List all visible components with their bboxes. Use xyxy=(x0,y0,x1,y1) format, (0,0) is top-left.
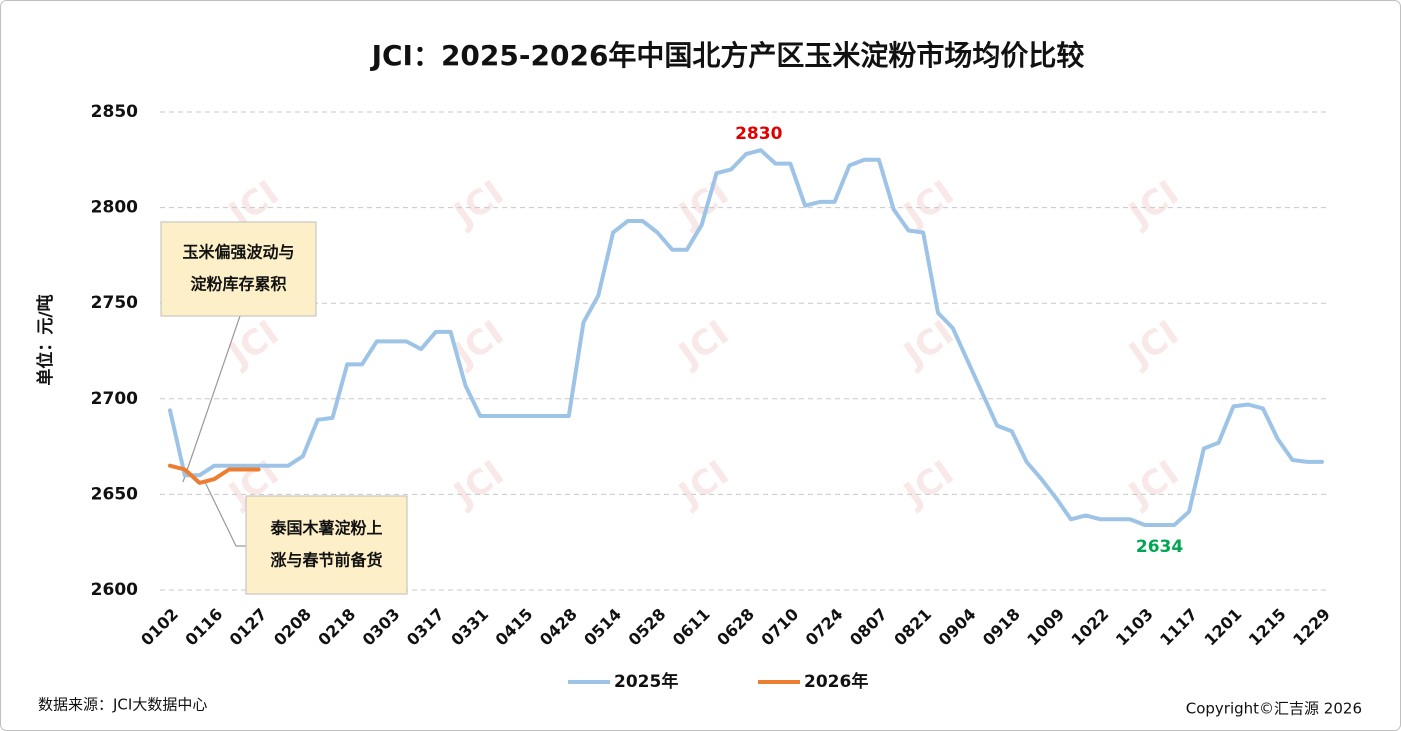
legend-label: 2026年 xyxy=(804,671,868,692)
annotation-box xyxy=(245,495,408,595)
source: 数据来源：JCI大数据中心 xyxy=(38,696,207,714)
copyright: Copyright©汇吉源 2026 xyxy=(1186,700,1362,718)
legend-label: 2025年 xyxy=(614,671,678,692)
annotation-text: 泰国木薯淀粉上 xyxy=(269,519,382,538)
annotation-text: 玉米偏强波动与 xyxy=(182,243,294,262)
chart-title: JCI：2025-2026年中国北方产区玉米淀粉市场均价比较 xyxy=(370,39,1085,72)
series-line xyxy=(168,463,261,485)
leader-line xyxy=(204,481,246,547)
y-tick-label: 2700 xyxy=(91,389,138,409)
y-tick-label: 2600 xyxy=(91,580,138,600)
annotation-text: 涨与春节前备货 xyxy=(270,551,382,570)
leader-line xyxy=(182,315,241,483)
y-tick-label: 2850 xyxy=(91,102,138,122)
annotation-text: 淀粉库存累积 xyxy=(190,275,286,294)
series-line xyxy=(168,148,1324,527)
data-label: 2830 xyxy=(735,124,782,144)
data-label: 2634 xyxy=(1136,537,1183,557)
annotation-box xyxy=(160,221,317,317)
y-tick-label: 2800 xyxy=(91,198,138,218)
y-axis-label: 单位：元/吨 xyxy=(35,294,56,385)
y-tick-label: 2650 xyxy=(91,484,138,504)
y-tick-label: 2750 xyxy=(91,293,138,313)
